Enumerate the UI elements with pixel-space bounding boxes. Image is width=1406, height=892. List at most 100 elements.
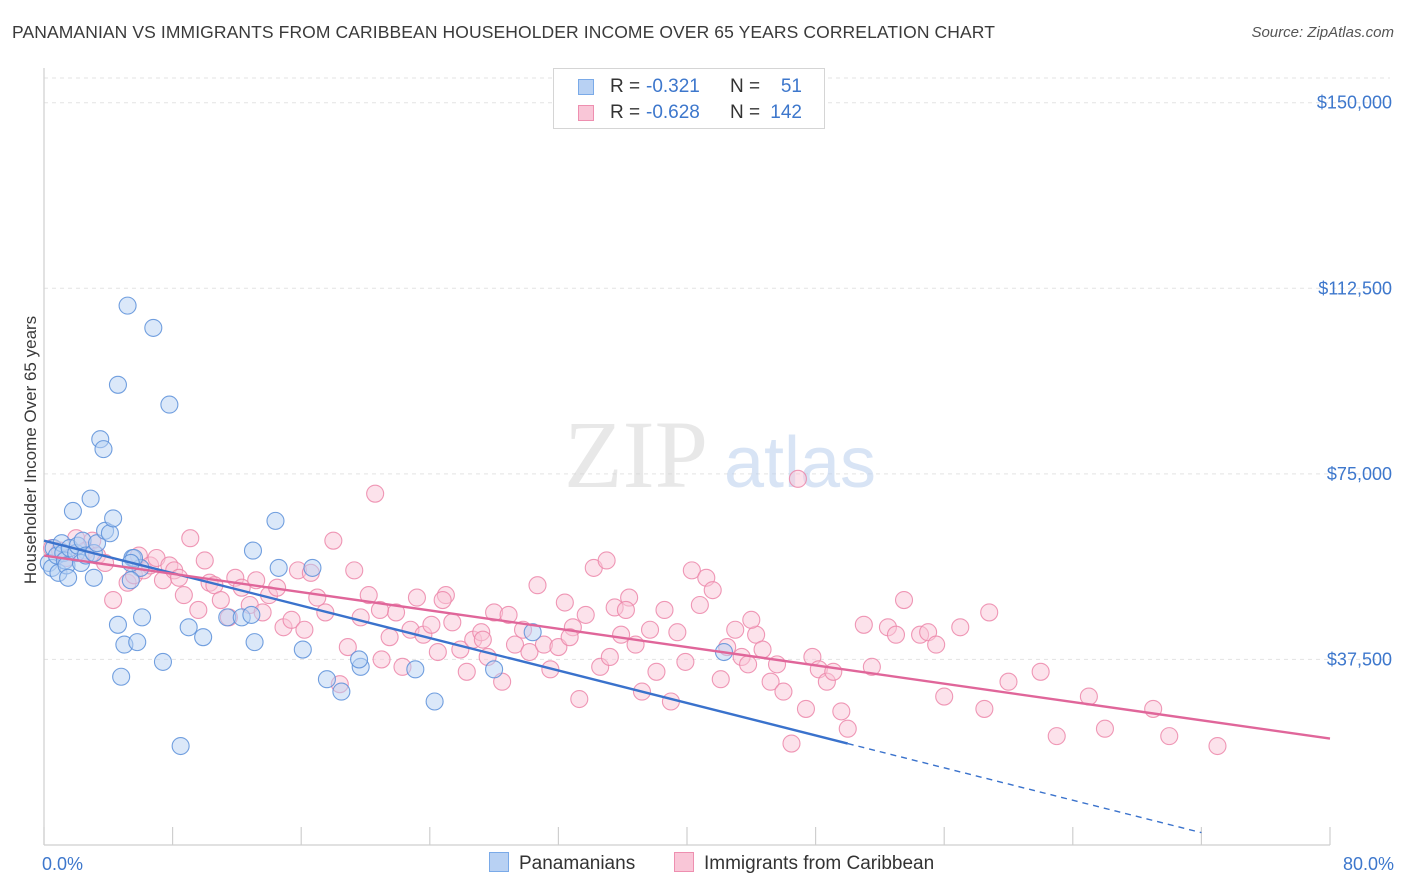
- caribbean-point: [1095, 719, 1114, 738]
- caribbean-point: [753, 640, 772, 659]
- caribbean-point: [690, 595, 709, 615]
- caribbean-point: [457, 662, 476, 681]
- panamanian-point: [194, 628, 213, 647]
- panamanian-point: [108, 375, 127, 394]
- legend-label-panamanians: Panamanians: [519, 853, 636, 874]
- source-credit: Source: ZipAtlas.com: [1251, 24, 1394, 41]
- panamanian-point: [332, 682, 351, 701]
- panamanian-point: [94, 440, 113, 459]
- trend-lines: [43, 539, 1331, 834]
- panamanian-point: [242, 605, 261, 624]
- legend-row-panamanians: R = -0.321 N = 51: [554, 75, 824, 101]
- caribbean-point: [295, 620, 314, 639]
- panamanian-point: [317, 670, 336, 689]
- panamanian-point: [179, 618, 198, 637]
- caribbean-point: [782, 734, 801, 753]
- caribbean-point: [570, 689, 589, 709]
- caribbean-point: [640, 620, 660, 639]
- caribbean-point: [428, 642, 447, 662]
- caribbean-point: [597, 551, 616, 570]
- tick-labels: $37,500 $75,000 $112,500 $150,000 0.0% 80.0%: [42, 93, 1394, 874]
- caribbean-point: [854, 615, 873, 634]
- caribbean-point: [1208, 736, 1227, 756]
- panamanian-point: [104, 509, 123, 528]
- watermark-atlas: atlas: [724, 423, 876, 503]
- caribbean-point: [862, 657, 881, 676]
- panamanian-point: [63, 501, 82, 521]
- caribbean-point: [359, 586, 378, 605]
- caribbean-point: [443, 613, 462, 632]
- legend-r-value: -0.628: [646, 102, 700, 123]
- caribbean-point: [838, 719, 857, 738]
- caribbean-point: [473, 630, 492, 649]
- panamanian-point: [128, 633, 147, 652]
- panamanian-point: [243, 541, 263, 560]
- caribbean-point: [647, 662, 666, 681]
- caribbean-point: [282, 610, 301, 629]
- correlation-legend: R = -0.321 N = 51 R = -0.628 N = 142: [553, 68, 825, 129]
- caribbean-point: [676, 652, 695, 671]
- legend-r-label: R =: [610, 76, 641, 97]
- caribbean-point: [703, 581, 722, 600]
- caribbean-point: [560, 628, 579, 647]
- legend-r-label: R =: [610, 102, 641, 123]
- legend-n-value: 51: [780, 76, 802, 97]
- caribbean-point: [761, 672, 780, 691]
- caribbean-point: [407, 588, 426, 607]
- legend-n-label: N =: [730, 76, 761, 97]
- caribbean-point: [951, 618, 970, 637]
- legend-swatch-caribbean: [674, 852, 694, 872]
- axes: [43, 68, 1331, 846]
- caribbean-point: [104, 591, 123, 610]
- caribbean-point: [774, 682, 793, 701]
- legend-swatch-caribbean: [578, 105, 594, 121]
- legend-n-value: 142: [770, 102, 802, 123]
- caribbean-point: [796, 699, 816, 718]
- panamanian-point: [171, 736, 190, 756]
- panamanian-point: [523, 623, 542, 642]
- caribbean-point: [980, 603, 999, 622]
- caribbean-point: [935, 687, 954, 706]
- caribbean-point: [433, 591, 452, 610]
- panamanian-point: [266, 511, 285, 530]
- caribbean-point: [726, 620, 745, 639]
- y-tick-label: $112,500: [1318, 278, 1392, 298]
- caribbean-point: [169, 568, 189, 587]
- y-axis-label: Householder Income Over 65 years: [21, 316, 40, 584]
- caribbean-point: [181, 529, 200, 548]
- x-tick-label: 80.0%: [1343, 854, 1394, 874]
- caribbean-point: [612, 625, 631, 644]
- panamanian-point: [245, 633, 264, 652]
- caribbean-point: [505, 635, 525, 654]
- caribbean-point: [742, 610, 761, 629]
- caribbean-point: [886, 625, 906, 644]
- caribbean-point: [1031, 662, 1050, 681]
- caribbean-point: [682, 561, 701, 580]
- panamanian-point: [153, 652, 173, 671]
- panamanian-point: [425, 692, 444, 711]
- legend-row-caribbean: R = -0.628 N = 142: [554, 101, 824, 127]
- caribbean-point: [576, 605, 595, 624]
- panamanian-point: [144, 318, 163, 337]
- panamanian-trend-extension: [847, 742, 1202, 834]
- panamanian-point: [84, 568, 103, 587]
- panamanian-point: [118, 296, 137, 315]
- watermark: ZIP atlas: [564, 401, 876, 508]
- caribbean-point: [711, 670, 730, 689]
- caribbean-point: [616, 600, 635, 620]
- caribbean-point: [499, 605, 518, 624]
- caribbean-point: [189, 600, 208, 620]
- caribbean-trend-line: [43, 554, 1331, 740]
- caribbean-point: [372, 650, 391, 669]
- grid-lines: [44, 77, 1390, 660]
- caribbean-point: [832, 702, 851, 721]
- legend-item-panamanians: Panamanians: [489, 852, 635, 875]
- panamanian-point: [112, 667, 131, 686]
- caribbean-point: [1160, 727, 1179, 746]
- panamanian-point: [406, 660, 425, 679]
- panamanian-point: [133, 608, 152, 627]
- panamanian-point: [303, 558, 322, 577]
- caribbean-point: [894, 591, 914, 610]
- caribbean-point: [739, 655, 758, 674]
